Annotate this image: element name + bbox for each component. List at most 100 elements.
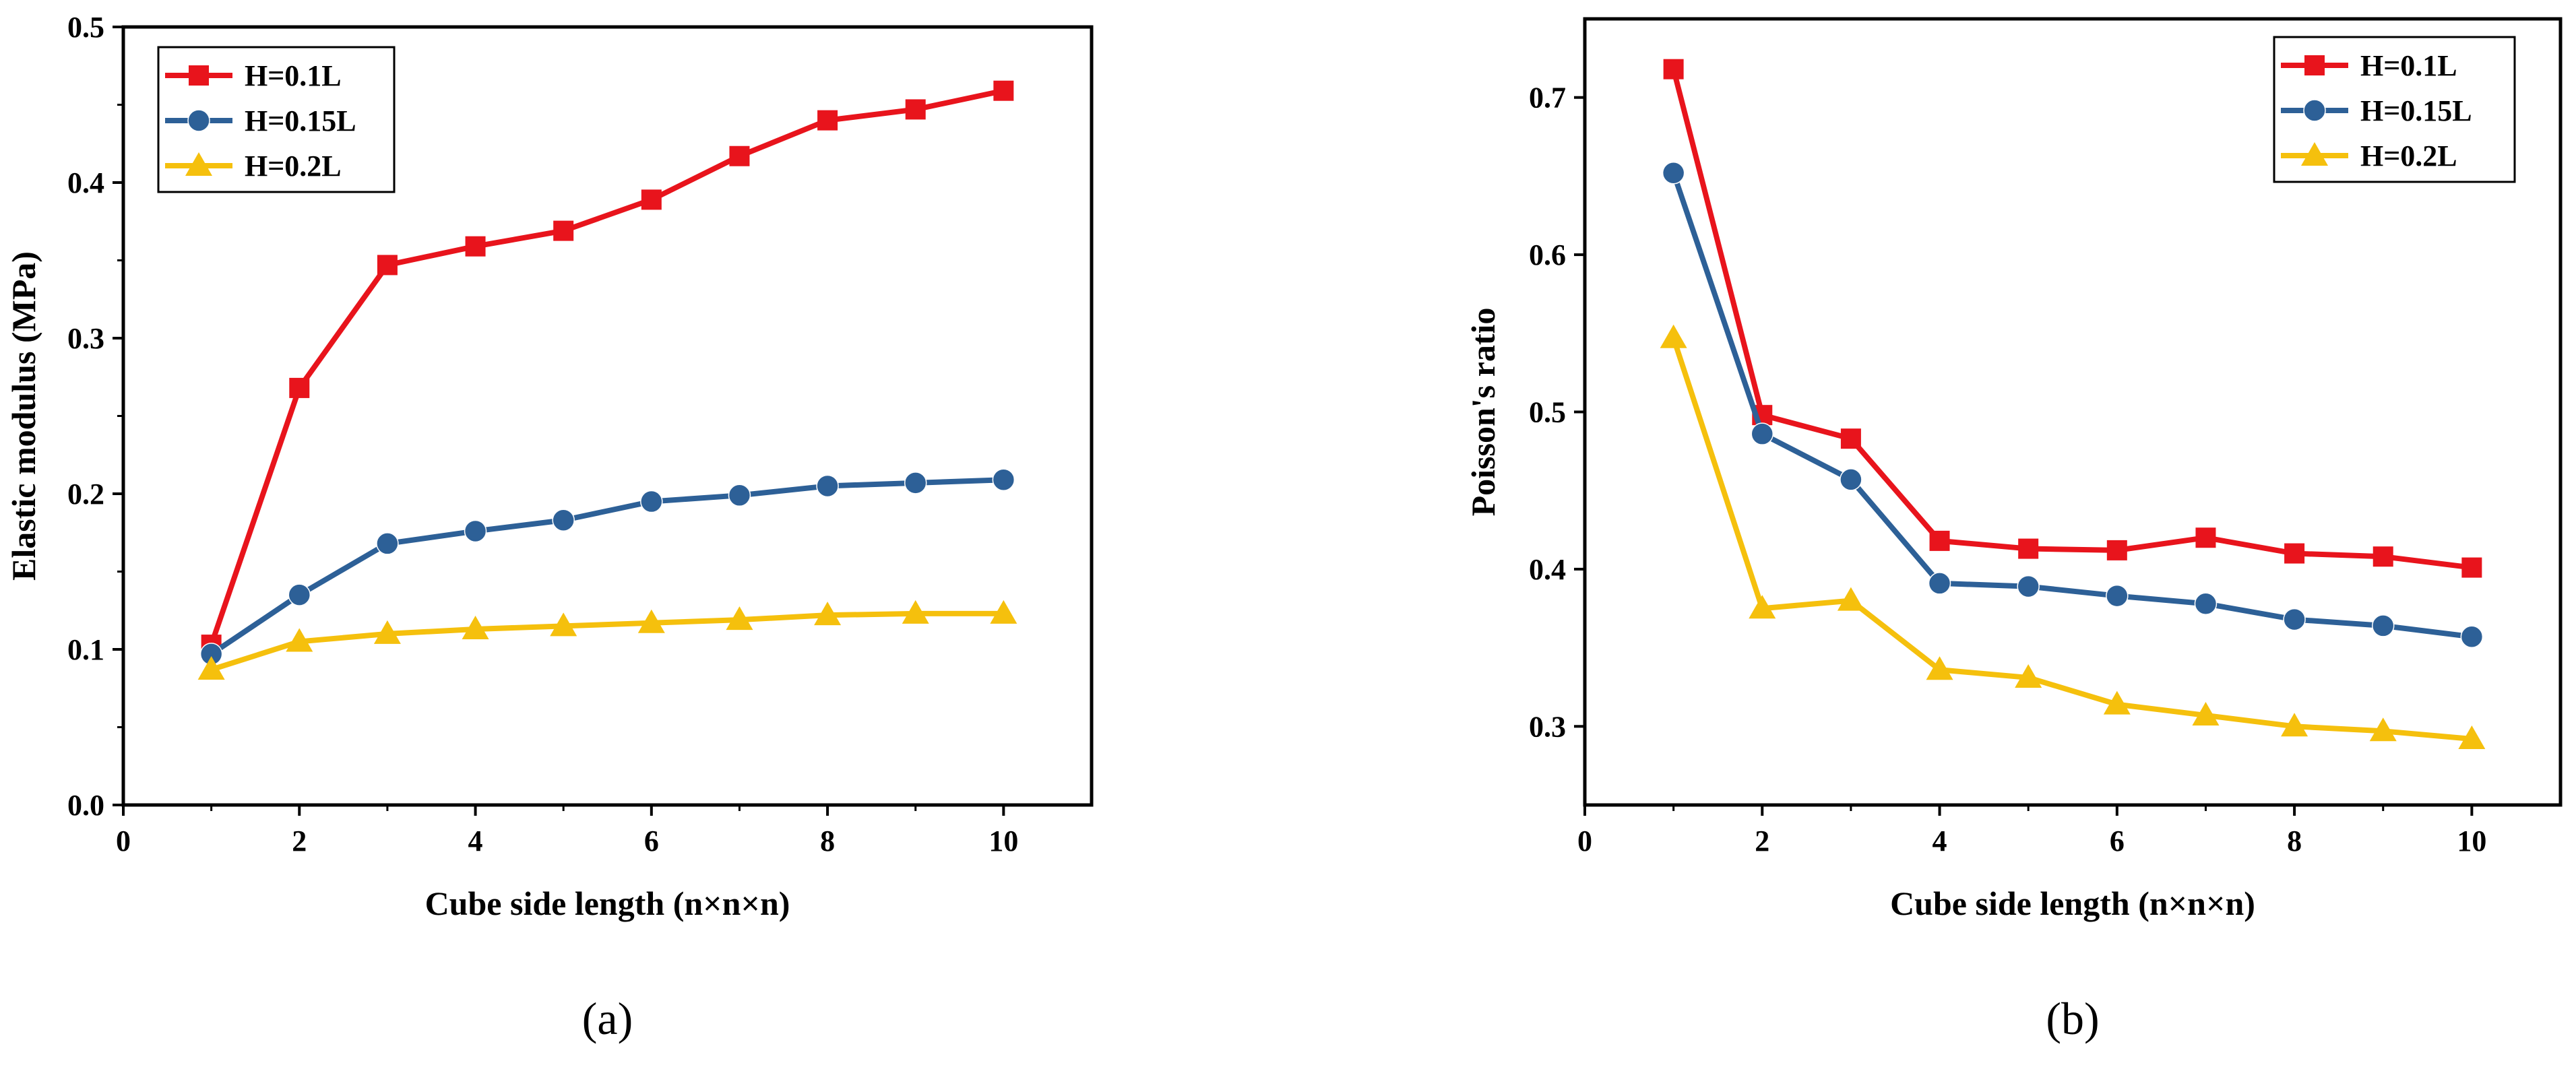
data-point [726, 606, 753, 631]
x-tick-label: 2 [1755, 825, 1769, 858]
legend-marker [2301, 142, 2328, 166]
series-H=0.15L [199, 468, 1015, 666]
data-point [1663, 59, 1684, 79]
x-tick-label: 6 [2110, 825, 2125, 858]
data-point [729, 146, 750, 166]
data-point [814, 602, 842, 626]
data-point [2106, 584, 2129, 608]
y-tick-label: 0.2 [67, 478, 104, 511]
data-point [288, 583, 311, 606]
data-point [2369, 717, 2397, 742]
data-point [1929, 530, 1950, 551]
series-H=0.2L [1660, 324, 2486, 749]
series-H=0.15L [1662, 161, 2484, 649]
y-tick-label: 0.5 [1529, 396, 1566, 429]
x-tick-label: 10 [2457, 825, 2486, 858]
legend-entry: H=0.1L [165, 59, 342, 92]
legend-entry: H=0.1L [2281, 49, 2457, 82]
data-point [1662, 161, 1685, 185]
y-tick-label: 0.4 [1529, 553, 1566, 586]
data-point [2103, 690, 2131, 715]
data-point [2460, 625, 2484, 649]
data-point [728, 484, 751, 507]
x-tick-label: 8 [820, 825, 835, 858]
data-point [1840, 468, 1862, 491]
y-tick-label: 0.1 [67, 633, 104, 666]
data-point [1837, 587, 1864, 611]
data-point [550, 612, 577, 637]
data-point [2283, 608, 2306, 631]
legend-marker [189, 65, 209, 86]
legend-label: H=0.15L [2360, 94, 2472, 127]
panel-label: (b) [2046, 993, 2099, 1044]
data-point [286, 628, 313, 652]
data-point [2017, 575, 2040, 598]
data-point [817, 110, 838, 131]
data-point [1749, 595, 1776, 619]
series-line [210, 610, 1004, 672]
x-axis-title: Cube side length (n×n×n) [425, 884, 790, 922]
y-tick-label: 0.3 [67, 322, 104, 355]
data-point [990, 600, 1017, 624]
data-point [816, 474, 839, 498]
chart-panel-a: 0 2 4 6 8 10 0.0 0.1 0.2 0.3 0.4 0.5 Cube side lengt… [5, 11, 1094, 1044]
data-point [552, 509, 575, 532]
chart-panel-b: 0 2 4 6 8 10 0.3 0.4 0.5 0.6 0.7 Cube side length (… [1464, 17, 2563, 1044]
data-point [2015, 664, 2042, 688]
panel-label: (a) [582, 993, 633, 1044]
data-point [2458, 725, 2486, 749]
legend-label: H=0.15L [245, 104, 356, 137]
series-H=0.1L [1663, 59, 2482, 578]
data-point [465, 236, 486, 257]
data-point [993, 80, 1014, 101]
legend-entry: H=0.15L [165, 104, 356, 137]
series-line [210, 477, 1004, 657]
data-point [2106, 540, 2127, 560]
data-point [2195, 527, 2216, 548]
y-tick-label: 0.0 [67, 789, 104, 822]
data-point [2281, 713, 2308, 737]
legend-label: H=0.1L [245, 59, 342, 92]
y-tick-label: 0.5 [67, 11, 104, 44]
y-tick-label: 0.3 [1529, 710, 1566, 743]
data-point [992, 468, 1015, 491]
data-point [2194, 592, 2218, 615]
x-tick-label: 10 [988, 825, 1018, 858]
data-point [377, 255, 398, 276]
x-axis-title: Cube side length (n×n×n) [1890, 884, 2255, 922]
legend-marker [187, 109, 210, 132]
data-point [2461, 557, 2482, 578]
data-point [1926, 656, 1953, 680]
data-point [1751, 422, 1774, 445]
x-tick-label: 4 [1933, 825, 1947, 858]
x-tick-label: 0 [116, 825, 131, 858]
x-tick-label: 8 [2287, 825, 2302, 858]
legend-label: H=0.1L [2360, 49, 2457, 82]
legend-label: H=0.2L [245, 150, 342, 183]
series-line [208, 88, 1005, 646]
x-tick-label: 0 [1577, 825, 1592, 858]
series-H=0.2L [197, 600, 1017, 680]
data-point [197, 656, 225, 680]
legend-entry: H=0.2L [2281, 139, 2457, 172]
series-H=0.1L [201, 80, 1014, 655]
legend-entry: H=0.2L [165, 150, 342, 183]
data-point [373, 620, 401, 644]
data-point [1928, 572, 1951, 595]
data-point [2018, 538, 2039, 559]
data-point [2192, 701, 2220, 725]
data-point [553, 220, 574, 241]
data-point [2284, 543, 2305, 564]
legend: H=0.1L H=0.15L H=0.2L [157, 46, 396, 193]
data-point [641, 189, 662, 210]
data-point [640, 490, 663, 513]
y-tick-label: 0.7 [1529, 82, 1566, 115]
legend-marker [2303, 99, 2326, 122]
data-point [905, 99, 926, 120]
y-axis-title: Elastic modulus (MPa) [5, 251, 42, 581]
data-point [462, 615, 489, 639]
data-point [464, 519, 487, 543]
legend-marker [2304, 55, 2325, 75]
data-point [637, 609, 665, 633]
